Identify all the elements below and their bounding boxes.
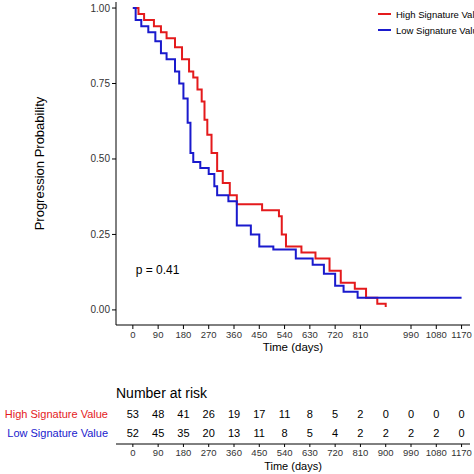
x-tick-label: 90 [153,329,164,340]
risk-tick-label: 810 [352,447,368,458]
risk-tick-label: 180 [175,447,191,458]
legend-label: High Signature Value [396,9,474,20]
y-tick [112,309,116,310]
plot-area [133,8,462,307]
risk-count: 2 [357,427,363,439]
km-curve [133,8,462,298]
x-tick-label: 450 [251,329,267,340]
x-tick-label: 1080 [426,329,447,340]
x-tick-label: 630 [302,329,318,340]
x-axis [116,325,470,326]
x-tick-label: 990 [403,329,419,340]
risk-count: 0 [408,408,414,420]
x-tick-label: 810 [352,329,368,340]
risk-count: 5 [307,427,313,439]
y-axis-label: Progression Probability [32,96,47,230]
risk-count: 41 [177,408,189,420]
risk-tick-label: 270 [201,447,217,458]
x-tick-label: 1170 [451,329,471,340]
legend-swatch [378,29,391,31]
x-tick-label: 540 [277,329,293,340]
risk-count: 19 [228,408,240,420]
risk-count: 8 [307,408,313,420]
y-tick-label: 1.00 [91,3,111,14]
x-tick-label: 270 [201,329,217,340]
y-tick [112,234,116,235]
risk-tick-label: 1170 [451,447,471,458]
risk-axis [116,444,470,445]
risk-tick-label: 1080 [426,447,447,458]
annotation: p = 0.41 [136,263,180,277]
risk-count: 53 [127,408,139,420]
y-tick-label: 0.00 [91,304,111,315]
risk-count: 2 [408,427,414,439]
risk-count: 2 [357,408,363,420]
risk-count: 5 [332,408,338,420]
x-tick-label: 0 [130,329,135,340]
risk-axis-label: Time (days) [264,460,322,472]
risk-count: 0 [383,408,389,420]
km-curve [133,8,386,307]
risk-count: 4 [332,427,338,439]
risk-count: 0 [459,427,465,439]
risk-tick-label: 720 [327,447,343,458]
y-tick-label: 0.25 [91,229,111,240]
legend-swatch [378,13,391,15]
y-tick [112,83,116,84]
risk-table-title: Number at risk [116,385,208,401]
risk-count: 2 [383,427,389,439]
risk-count: 52 [127,427,139,439]
risk-count: 11 [279,408,290,420]
risk-count: 35 [177,427,189,439]
risk-count: 8 [282,427,288,439]
risk-count: 48 [152,408,164,420]
chart: 0.000.250.500.751.0009018027036045054063… [0,0,474,474]
x-tick-label: 180 [175,329,191,340]
risk-tick-label: 450 [251,447,267,458]
risk-count: 45 [152,427,164,439]
x-tick-label: 720 [327,329,343,340]
risk-row-label: Low Signature Value [7,427,108,439]
risk-count: 20 [203,427,215,439]
risk-count: 2 [433,427,439,439]
legend-label: Low Signature Value [396,25,474,36]
y-tick-label: 0.50 [91,153,111,164]
risk-row-label: High Signature Value [5,408,108,420]
risk-tick-label: 0 [130,447,135,458]
risk-count: 17 [253,408,265,420]
risk-tick-label: 360 [226,447,242,458]
y-axis [116,2,117,325]
risk-tick-label: 900 [378,447,394,458]
risk-tick-label: 630 [302,447,318,458]
risk-count: 0 [459,408,465,420]
risk-count: 11 [254,427,265,439]
risk-count: 0 [433,408,439,420]
risk-tick-label: 540 [277,447,293,458]
y-tick [112,8,116,9]
risk-count: 26 [203,408,215,420]
risk-count: 13 [228,427,240,439]
x-axis-label: Time (days) [263,341,323,353]
y-tick-label: 0.75 [91,78,111,89]
risk-tick-label: 990 [403,447,419,458]
x-tick-label: 360 [226,329,242,340]
risk-tick-label: 90 [153,447,164,458]
y-tick [112,158,116,159]
